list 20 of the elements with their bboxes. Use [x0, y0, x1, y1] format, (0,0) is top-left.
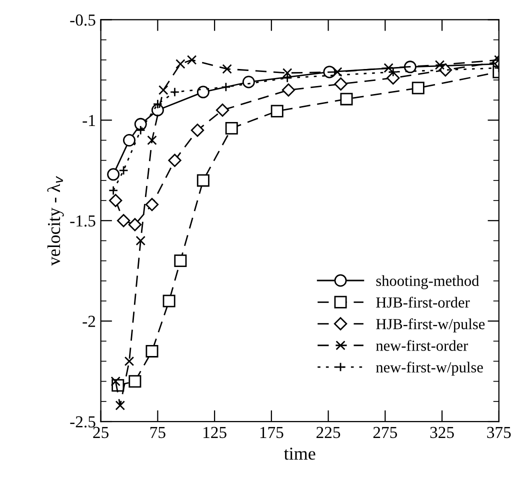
- x-tick-label: 275: [373, 426, 398, 438]
- legend-label: HJB-first-order: [376, 296, 470, 308]
- x-tick-label: 375: [487, 426, 511, 438]
- x-tick-label: 125: [204, 426, 226, 438]
- x-tick-label: 225: [316, 426, 340, 438]
- legend-label: HJB-first-w/pulse: [376, 318, 485, 332]
- x-tick-label: 175: [260, 426, 284, 438]
- legend-label: shooting-method: [376, 275, 480, 290]
- x-tick-label: 25: [93, 426, 108, 438]
- legend-label: new-first-w/pulse: [376, 362, 483, 376]
- y-tick-label: -0.5: [70, 14, 96, 26]
- legend-label: new-first-order: [376, 340, 468, 351]
- x-tick-label: 75: [150, 427, 166, 438]
- y-tick-label: -1: [82, 114, 95, 126]
- y-tick-label: -1.5: [70, 215, 96, 227]
- x-tick-label: 325: [430, 426, 454, 438]
- x-axis-title: time: [284, 448, 316, 460]
- y-tick-label: -2: [82, 316, 96, 327]
- y-tick-label: -2.5: [70, 416, 96, 428]
- y-axis-title: velocity - λ$_{v}$: [47, 176, 64, 266]
